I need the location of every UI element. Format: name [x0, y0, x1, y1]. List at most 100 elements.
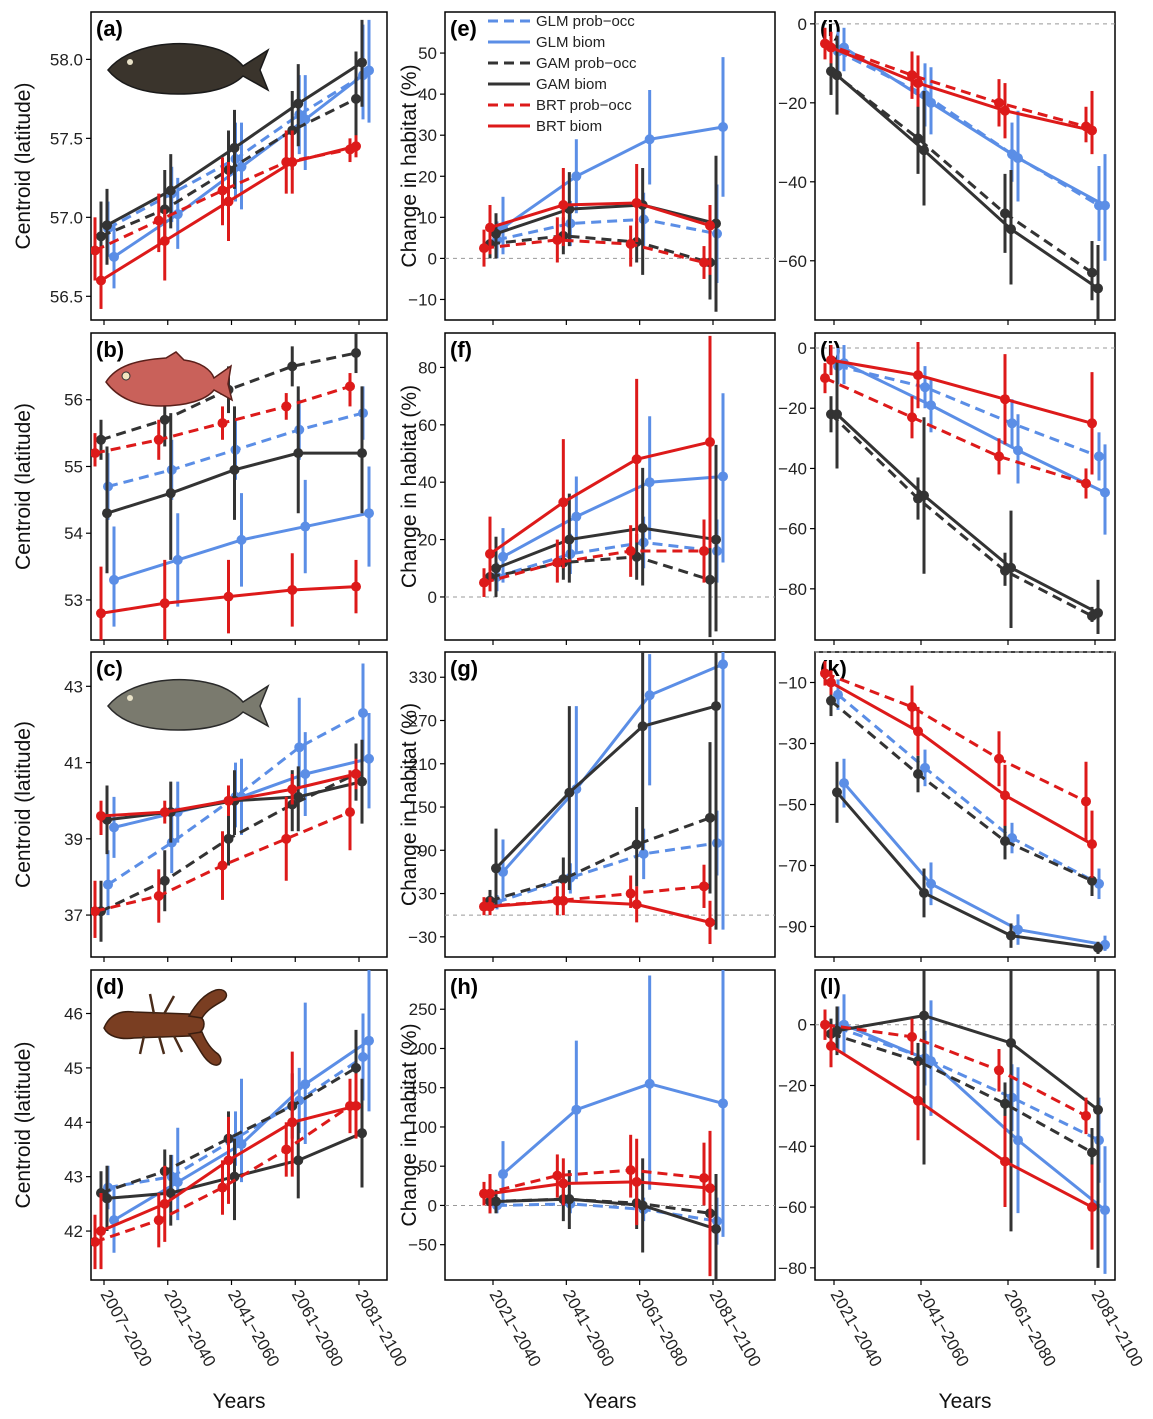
data-point-glm-biom [109, 574, 119, 585]
x-tick-label: 2041−2060 [224, 1287, 283, 1371]
flatfish-icon [107, 42, 269, 95]
data-point-gam-prob-occ [705, 812, 715, 823]
data-point-brt-biom [913, 78, 923, 89]
data-point-brt-biom [223, 196, 234, 207]
y-tick-label: −50 [408, 1236, 437, 1255]
data-point-brt-biom [913, 1095, 923, 1106]
data-point-gam-prob-occ [96, 231, 106, 242]
data-point-brt-biom [705, 1183, 715, 1194]
data-point-gam-biom [637, 1200, 648, 1211]
data-point-gam-prob-occ [558, 874, 569, 885]
y-tick-label: 45 [64, 1059, 83, 1078]
panel-frame [90, 11, 388, 321]
series-line-glm-biom [502, 1082, 724, 1176]
data-point-brt-biom [826, 677, 836, 688]
data-point-gam-prob-occ [287, 361, 298, 372]
data-point-brt-biom [96, 1226, 106, 1237]
data-point-gam-biom [293, 448, 304, 459]
series-line-gam-prob-occ [830, 1032, 1093, 1154]
y-tick-label: 54 [64, 524, 83, 543]
data-point-glm-prob-occ [833, 689, 843, 700]
data-point-brt-biom [1087, 418, 1097, 429]
panel-frame [814, 332, 1116, 641]
data-point-brt-prob-occ [699, 257, 709, 268]
series-line-gam-prob-occ [830, 70, 1093, 274]
panel-frame [814, 11, 1116, 321]
data-point-glm-prob-occ [358, 708, 368, 718]
data-point-brt-prob-occ [91, 906, 100, 917]
data-point-glm-biom [1100, 1205, 1110, 1216]
y-tick-label: 0 [428, 249, 437, 268]
y-tick-label: 0 [798, 1016, 807, 1035]
panel-frame [90, 969, 388, 1281]
data-point-gam-biom [711, 701, 721, 712]
y-tick-label: −50 [778, 796, 807, 815]
panel-label: (f) [450, 337, 472, 362]
data-point-gam-biom [832, 70, 842, 81]
panel-label: (e) [450, 16, 477, 41]
data-point-brt-biom [1000, 790, 1010, 801]
y-tick-label: −60 [778, 1198, 807, 1217]
data-point-brt-biom [351, 141, 361, 152]
data-point-brt-prob-occ [345, 381, 355, 392]
data-point-brt-prob-occ [625, 546, 636, 557]
series-line-brt-prob-occ [483, 1168, 705, 1196]
data-point-glm-biom [1100, 200, 1110, 211]
series-group [91, 19, 374, 309]
series-line-gam-biom [495, 526, 717, 570]
panel-c: 37 39 41 43 Centroid (latitude) (c) [12, 651, 388, 962]
data-point-brt-biom [287, 157, 298, 168]
data-point-gam-biom [1006, 562, 1016, 573]
data-point-brt-biom [287, 784, 298, 795]
data-point-gam-biom [165, 1187, 176, 1198]
series-group [820, 970, 1110, 1274]
data-point-gam-prob-occ [1000, 1098, 1010, 1109]
y-tick-label: 330 [409, 668, 437, 687]
data-point-gam-biom [1093, 1104, 1103, 1115]
data-point-glm-prob-occ [358, 1052, 368, 1063]
data-point-gam-biom [1093, 942, 1103, 953]
data-point-brt-biom [159, 598, 170, 609]
data-point-gam-biom [229, 142, 240, 153]
data-point-glm-biom [109, 822, 119, 833]
data-point-gam-prob-occ [826, 695, 836, 706]
data-point-gam-biom [165, 488, 176, 499]
data-point-brt-biom [705, 917, 715, 928]
data-point-glm-biom [364, 753, 374, 764]
series-line-gam-prob-occ [489, 555, 711, 582]
data-point-gam-biom [102, 1193, 112, 1204]
panel-f: 0 20 40 60 80 Change in habitat (%) (f) [398, 332, 776, 645]
y-tick-label: 50 [418, 1157, 437, 1176]
data-point-glm-biom [718, 1098, 728, 1109]
data-point-gam-biom [711, 534, 721, 545]
x-tick-label: 2021−2040 [160, 1287, 219, 1371]
data-point-brt-biom [631, 197, 642, 208]
y-tick-label: 30 [418, 885, 437, 904]
y-tick-label: 39 [64, 830, 83, 849]
series-group [820, 342, 1110, 634]
data-point-brt-prob-occ [625, 239, 636, 250]
data-point-brt-biom [705, 220, 715, 231]
y-tick-label: 53 [64, 591, 83, 610]
series-line-glm-prob-occ [107, 711, 364, 886]
y-tick-label: −90 [778, 918, 807, 937]
data-point-brt-biom [159, 236, 170, 247]
data-point-glm-biom [926, 878, 936, 889]
series-group [820, 27, 1110, 320]
data-point-brt-prob-occ [281, 833, 292, 844]
data-point-gam-biom [1006, 224, 1016, 235]
data-point-gam-biom [357, 57, 367, 68]
data-point-gam-prob-occ [159, 414, 170, 425]
series-line-brt-biom [489, 899, 711, 924]
series-line-glm-biom [842, 782, 1106, 947]
y-tick-label: 250 [409, 1000, 437, 1019]
panel-label: (d) [96, 974, 124, 999]
data-point-glm-biom [644, 477, 655, 488]
y-tick-label: 10 [418, 208, 437, 227]
y-tick-label: 200 [409, 1039, 437, 1058]
y-axis-title: Change in habitat (%) [398, 1023, 421, 1226]
data-point-glm-biom [109, 1215, 119, 1226]
series-line-gam-biom [495, 1197, 717, 1231]
data-point-gam-biom [293, 1155, 304, 1166]
y-tick-label: 80 [418, 358, 437, 377]
